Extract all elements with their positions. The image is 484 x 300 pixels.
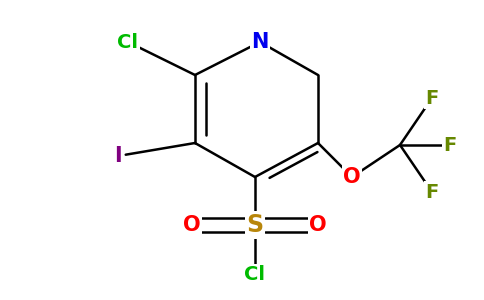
Text: F: F <box>443 136 456 154</box>
Text: Cl: Cl <box>118 32 138 52</box>
Text: Cl: Cl <box>244 266 266 284</box>
Text: F: F <box>425 182 439 202</box>
Text: O: O <box>343 167 361 187</box>
Text: S: S <box>246 213 264 237</box>
Text: F: F <box>425 88 439 107</box>
Text: O: O <box>183 215 201 235</box>
Text: N: N <box>251 32 269 52</box>
Text: I: I <box>114 146 122 166</box>
Text: O: O <box>309 215 327 235</box>
